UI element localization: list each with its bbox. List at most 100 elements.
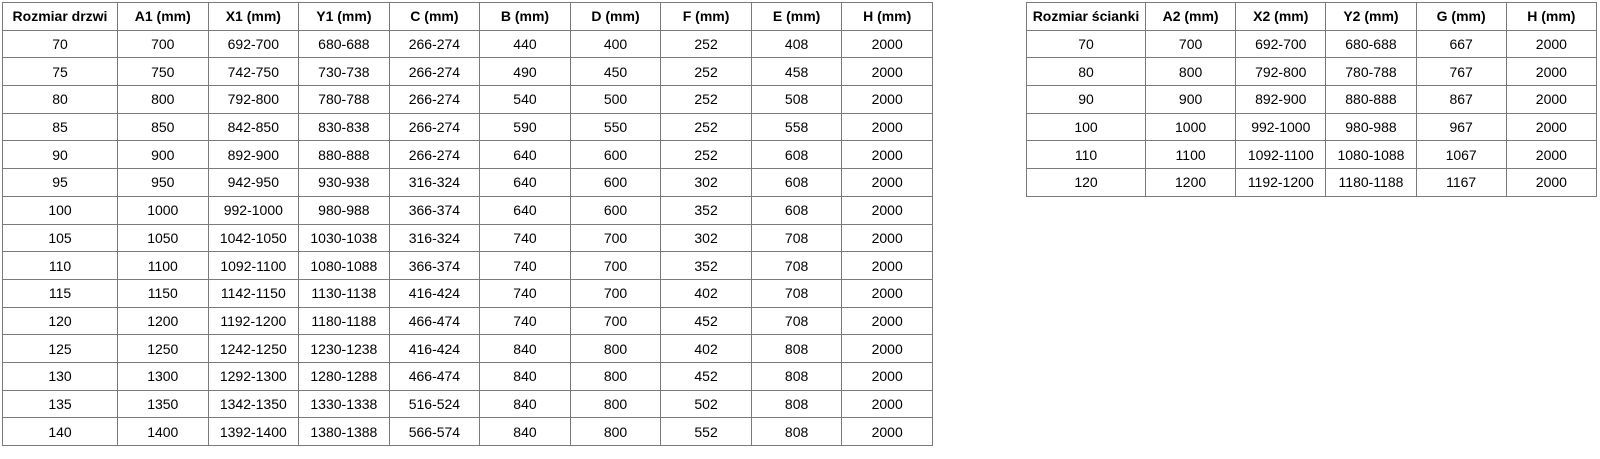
header-row: Rozmiar drzwi A1 (mm) X1 (mm) Y1 (mm) C (mm)…: [2, 2, 933, 31]
header-cell: X1 (mm): [207, 2, 300, 31]
header-cell: C (mm): [388, 2, 481, 31]
table-cell: 252: [660, 57, 752, 87]
header-cell: A1 (mm): [117, 2, 209, 31]
table-cell: 2000: [841, 223, 933, 253]
table-cell: 120: [1026, 168, 1146, 197]
table-row: 105 1050 1042-1050 1030-1038 316-324 740 700 30…: [2, 223, 933, 253]
table-row: 120 1200 1192-1200 1180-1188 1167 2000: [1026, 168, 1598, 197]
header-cell: F (mm): [660, 2, 752, 31]
table-cell: 550: [569, 112, 662, 142]
table-cell: 125: [2, 334, 118, 363]
table-cell: 767: [1415, 57, 1507, 87]
table-cell: 416-424: [388, 278, 481, 308]
table-cell: 110: [1026, 140, 1146, 170]
table-cell: 2000: [1505, 140, 1598, 170]
table-cell: 466-474: [388, 306, 481, 336]
table-cell: 700: [569, 251, 662, 280]
table-cell: 70: [1026, 29, 1146, 59]
table-row: 95 950 942-950 930-938 316-324 640 600 302 608 20…: [2, 168, 933, 197]
table-cell: 930-938: [298, 168, 390, 197]
table-cell: 1342-1350: [207, 389, 300, 419]
table-cell: 1130-1138: [298, 278, 390, 308]
table-cell: 900: [117, 140, 209, 170]
table-cell: 1350: [117, 389, 209, 419]
table-cell: 2000: [841, 195, 933, 225]
table-cell: 800: [117, 85, 209, 114]
table-cell: 880-888: [298, 140, 390, 170]
table-cell: 2000: [841, 306, 933, 336]
table-row: 90 900 892-900 880-888 867 2000: [1026, 85, 1598, 114]
table-cell: 80: [2, 85, 118, 114]
header-cell: A2 (mm): [1144, 2, 1237, 31]
table-cell: 402: [660, 334, 752, 363]
header-cell: Y2 (mm): [1325, 2, 1417, 31]
table-row: 110 1100 1092-1100 1080-1088 366-374 740 700 35…: [2, 251, 933, 280]
table-cell: 1200: [117, 306, 209, 336]
table-cell: 302: [660, 168, 752, 197]
table-cell: 867: [1415, 85, 1507, 114]
table-cell: 352: [660, 195, 752, 225]
table-cell: 1067: [1415, 140, 1507, 170]
table-cell: 800: [569, 334, 662, 363]
table-cell: 466-474: [388, 361, 481, 391]
table-cell: 780-788: [298, 85, 390, 114]
table-cell: 740: [479, 223, 571, 253]
header-cell: H (mm): [841, 2, 933, 31]
table-cell: 700: [569, 223, 662, 253]
table-cell: 700: [569, 306, 662, 336]
table-cell: 1100: [1144, 140, 1237, 170]
table-cell: 900: [1144, 85, 1237, 114]
table-cell: 708: [750, 278, 843, 308]
table-cell: 800: [569, 389, 662, 419]
table-cell: 1180-1188: [1325, 168, 1417, 197]
table-cell: 708: [750, 223, 843, 253]
header-cell: D (mm): [569, 2, 662, 31]
table-cell: 680-688: [1325, 29, 1417, 59]
table-cell: 892-900: [207, 140, 300, 170]
table-cell: 808: [750, 361, 843, 391]
table-cell: 135: [2, 389, 118, 419]
table-cell: 980-988: [1325, 112, 1417, 142]
table-row: 80 800 792-800 780-788 266-274 540 500 252 508 20…: [2, 85, 933, 114]
table-cell: 1330-1338: [298, 389, 390, 419]
table-cell: 2000: [841, 140, 933, 170]
table-cell: 316-324: [388, 223, 481, 253]
table-cell: 2000: [841, 29, 933, 59]
table-cell: 408: [750, 29, 843, 59]
table-cell: 400: [569, 29, 662, 59]
table-cell: 130: [2, 361, 118, 391]
table-cell: 440: [479, 29, 571, 59]
table-row: 80 800 792-800 780-788 767 2000: [1026, 57, 1598, 87]
table-cell: 667: [1415, 29, 1507, 59]
table-cell: 967: [1415, 112, 1507, 142]
wall-size-table: Rozmiar ścianki A2 (mm) X2 (mm) Y2 (mm) G (m…: [1026, 2, 1598, 197]
table-cell: 640: [479, 168, 571, 197]
table-cell: 105: [2, 223, 118, 253]
table-row: 140 1400 1392-1400 1380-1388 566-574 840 800 55…: [2, 417, 933, 446]
table-cell: 252: [660, 85, 752, 114]
table-cell: 352: [660, 251, 752, 280]
table-cell: 1000: [1144, 112, 1237, 142]
table-cell: 942-950: [207, 168, 300, 197]
table-cell: 730-738: [298, 57, 390, 87]
header-cell: Rozmiar ścianki: [1026, 2, 1146, 31]
table-cell: 1142-1150: [207, 278, 300, 308]
table-row: 125 1250 1242-1250 1230-1238 416-424 840 800 40…: [2, 334, 933, 363]
table-cell: 266-274: [388, 140, 481, 170]
table-cell: 608: [750, 140, 843, 170]
table-cell: 252: [660, 140, 752, 170]
table-cell: 1042-1050: [207, 223, 300, 253]
table-cell: 252: [660, 29, 752, 59]
table-cell: 85: [2, 112, 118, 142]
table-cell: 800: [569, 361, 662, 391]
table-cell: 842-850: [207, 112, 300, 142]
table-cell: 2000: [841, 251, 933, 280]
table-cell: 1180-1188: [298, 306, 390, 336]
header-cell: B (mm): [479, 2, 571, 31]
table-cell: 1192-1200: [207, 306, 300, 336]
table-cell: 692-700: [1235, 29, 1327, 59]
table-cell: 540: [479, 85, 571, 114]
table-cell: 692-700: [207, 29, 300, 59]
table-cell: 800: [569, 417, 662, 446]
